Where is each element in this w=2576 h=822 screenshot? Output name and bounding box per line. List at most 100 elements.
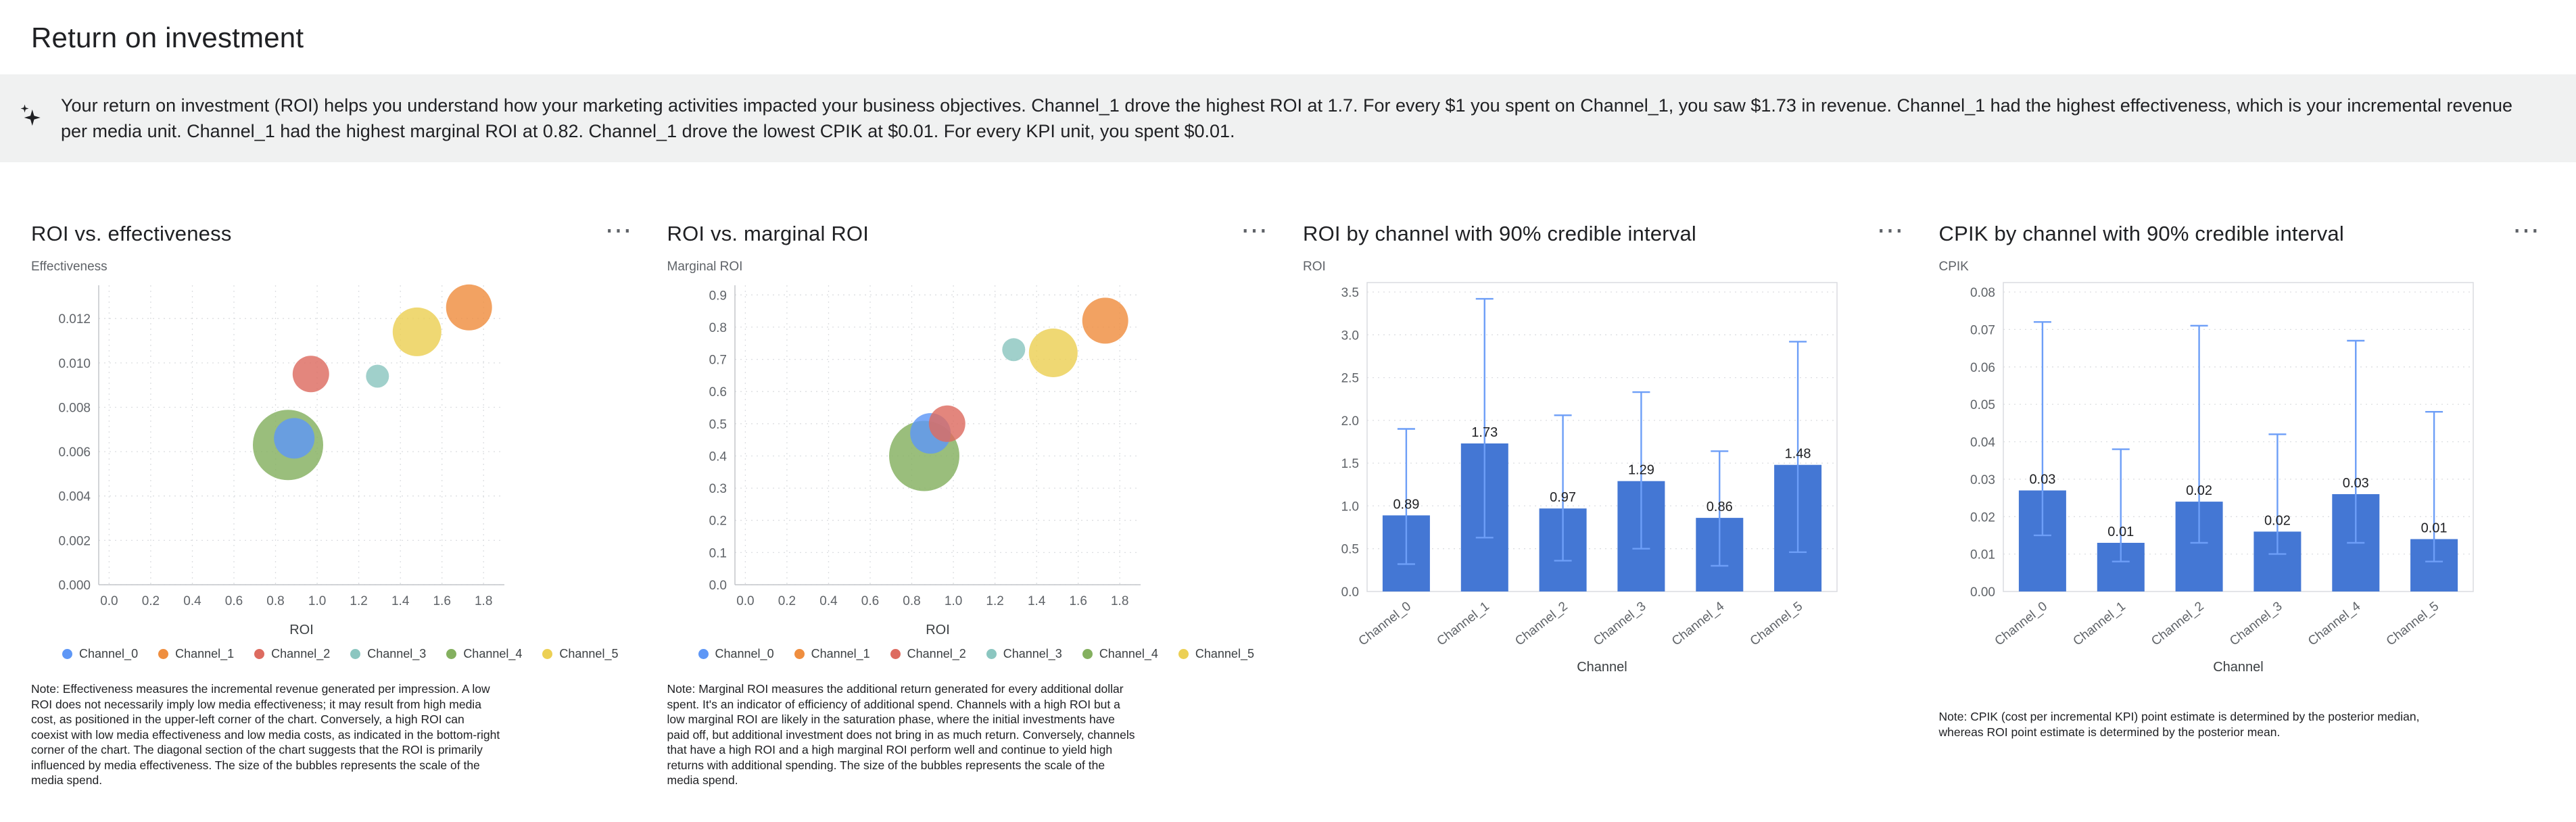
charts-row: ROI vs. effectiveness ⋯ Effectiveness 0.… bbox=[0, 217, 2576, 788]
chart-legend: Channel_0 Channel_1 Channel_2 Channel_3 Chan… bbox=[62, 647, 638, 661]
y-tick-label: 0.02 bbox=[1970, 510, 1995, 525]
legend-dot bbox=[350, 649, 361, 659]
y-tick-label: 0.002 bbox=[58, 534, 91, 548]
y-tick-label: 0.012 bbox=[58, 312, 91, 327]
card-header: ROI vs. effectiveness ⋯ bbox=[31, 217, 638, 246]
chart-legend: Channel_0 Channel_1 Channel_2 Channel_3 Chan… bbox=[698, 647, 1274, 661]
x-tick-label: 1.4 bbox=[1027, 594, 1045, 608]
x-tick-label: Channel_0 bbox=[1356, 599, 1414, 648]
y-tick-label: 0.4 bbox=[709, 450, 727, 464]
bar-value-label: 1.48 bbox=[1785, 447, 1811, 462]
x-tick-label: 1.6 bbox=[433, 594, 450, 608]
bar-value-label: 0.02 bbox=[2264, 513, 2290, 528]
y-tick-label: 0.1 bbox=[709, 546, 726, 560]
card-header: CPIK by channel with 90% credible interv… bbox=[1939, 217, 2546, 246]
x-tick-label: Channel_4 bbox=[1669, 599, 1727, 648]
y-tick-label: 0.004 bbox=[58, 490, 91, 504]
y-tick-label: 0.06 bbox=[1970, 361, 1995, 375]
y-tick-label: 0.7 bbox=[709, 354, 726, 368]
y-tick-label: 0.04 bbox=[1970, 436, 1995, 450]
y-tick-label: 0.07 bbox=[1970, 323, 1995, 337]
card-roi-vs-effectiveness: ROI vs. effectiveness ⋯ Effectiveness 0.… bbox=[31, 217, 638, 788]
bubble-Channel_5 bbox=[1028, 329, 1078, 377]
x-tick-label: Channel_1 bbox=[1434, 599, 1492, 648]
legend-dot bbox=[794, 649, 805, 659]
legend-label: Channel_5 bbox=[559, 647, 619, 660]
card-header: ROI vs. marginal ROI ⋯ bbox=[667, 217, 1274, 246]
legend-label: Channel_4 bbox=[1099, 647, 1158, 660]
legend-dot bbox=[890, 649, 901, 659]
more-options-icon[interactable]: ⋯ bbox=[600, 217, 638, 244]
bubble-Channel_1 bbox=[1082, 297, 1128, 344]
legend-label: Channel_1 bbox=[175, 647, 235, 660]
x-tick-label: Channel_5 bbox=[2383, 599, 2441, 648]
y-tick-label: 3.0 bbox=[1341, 329, 1359, 343]
x-tick-label: Channel_3 bbox=[2227, 599, 2285, 648]
bar-value-label: 0.86 bbox=[1707, 500, 1733, 514]
y-tick-label: 2.0 bbox=[1341, 414, 1359, 429]
page-title: Return on investment bbox=[31, 22, 304, 53]
y-tick-label: 2.5 bbox=[1341, 372, 1359, 386]
y-tick-label: 0.0 bbox=[1341, 585, 1359, 600]
x-tick-label: 1.4 bbox=[391, 594, 410, 608]
legend-dot bbox=[542, 649, 553, 659]
chart-title: ROI vs. effectiveness bbox=[31, 222, 232, 245]
x-tick-label: 0.6 bbox=[861, 594, 878, 608]
bar-value-label: 0.03 bbox=[2029, 473, 2055, 487]
x-tick-label: 0.4 bbox=[183, 594, 201, 608]
x-axis-title: ROI bbox=[926, 623, 950, 637]
y-tick-label: 0.03 bbox=[1970, 473, 1995, 487]
chart-note: Note: Marginal ROI measures the addition… bbox=[667, 682, 1135, 787]
y-tick-label: 0.010 bbox=[58, 357, 91, 371]
y-tick-label: 0.5 bbox=[1341, 543, 1359, 557]
bubble-Channel_2 bbox=[292, 356, 329, 393]
bar-value-label: 1.73 bbox=[1471, 425, 1498, 440]
bubble-Channel_2 bbox=[928, 405, 965, 442]
legend-label: Channel_0 bbox=[79, 647, 139, 660]
legend-dot bbox=[158, 649, 169, 659]
x-tick-label: 1.6 bbox=[1069, 594, 1087, 608]
legend-label: Channel_4 bbox=[463, 647, 523, 660]
y-tick-label: 1.5 bbox=[1341, 457, 1359, 471]
plot-border bbox=[1366, 282, 1838, 592]
legend-dot bbox=[1082, 649, 1093, 659]
insight-text: Your return on investment (ROI) helps yo… bbox=[61, 95, 2513, 141]
chart-note: Note: CPIK (cost per incremental KPI) po… bbox=[1938, 710, 2420, 739]
y-tick-label: 0.8 bbox=[709, 321, 726, 335]
bar-value-label: 0.97 bbox=[1550, 490, 1576, 505]
y-axis-title: CPIK bbox=[1938, 260, 1969, 274]
bar-value-label: 1.29 bbox=[1628, 463, 1654, 478]
bubble-Channel_0 bbox=[274, 418, 315, 459]
more-options-icon[interactable]: ⋯ bbox=[1235, 217, 1273, 244]
legend-label: Channel_3 bbox=[1003, 647, 1062, 660]
bubble-Channel_5 bbox=[392, 307, 442, 356]
x-tick-label: 0.0 bbox=[736, 594, 754, 608]
roi-vs-effectiveness-chart: 0.0 0.2 0.4 0.6 0.8 1.0 1.2 1.4 1.6 1.8 0.000 0.002… bbox=[58, 284, 504, 637]
x-axis-title: Channel bbox=[1577, 660, 1627, 675]
x-tick-label: Channel_5 bbox=[1748, 599, 1805, 648]
legend-dot bbox=[698, 649, 709, 659]
x-tick-label: Channel_2 bbox=[2149, 599, 2206, 648]
x-tick-label: 1.0 bbox=[944, 594, 961, 608]
x-tick-label: Channel_3 bbox=[1591, 599, 1648, 648]
bar-value-label: 0.02 bbox=[2186, 483, 2212, 498]
roi-report-page: Return on investment Your return on inve… bbox=[0, 22, 2576, 788]
y-tick-label: 0.9 bbox=[709, 289, 726, 303]
y-tick-label: 0.2 bbox=[709, 514, 726, 529]
chart-note: Note: Effectiveness measures the increme… bbox=[31, 682, 500, 787]
bar-value-label: 0.03 bbox=[2342, 476, 2368, 491]
y-tick-label: 3.5 bbox=[1341, 286, 1359, 300]
y-tick-label: 0.000 bbox=[58, 579, 91, 593]
x-tick-label: Channel_4 bbox=[2305, 599, 2363, 648]
more-options-icon[interactable]: ⋯ bbox=[2507, 217, 2545, 244]
more-options-icon[interactable]: ⋯ bbox=[1871, 217, 1909, 244]
bubble-Channel_3 bbox=[366, 364, 389, 388]
legend-item-Channel_2: Channel_2 bbox=[254, 647, 330, 661]
x-tick-label: 1.2 bbox=[350, 594, 367, 608]
x-tick-label: Channel_0 bbox=[1992, 599, 2049, 648]
legend-label: Channel_0 bbox=[715, 647, 774, 660]
x-tick-label: 1.2 bbox=[986, 594, 1003, 608]
y-tick-label: 0.05 bbox=[1970, 398, 1995, 412]
x-tick-label: 0.4 bbox=[819, 594, 838, 608]
y-tick-label: 0.6 bbox=[709, 385, 726, 400]
